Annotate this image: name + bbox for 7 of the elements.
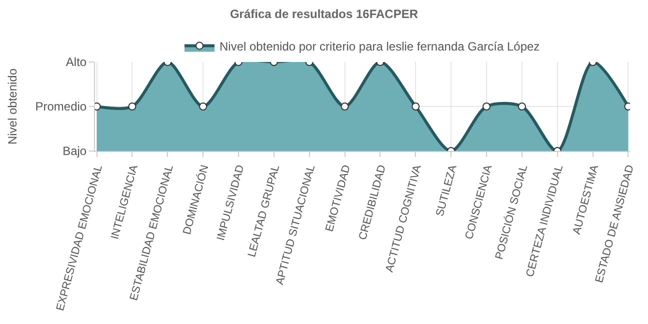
x-tick-label: LEALTAD GRUPAL: [246, 164, 282, 258]
legend-label: Nivel obtenido por criterio para leslie fernanda García López: [220, 39, 540, 54]
chart-title: Gráfica de resultados 16FACPER: [230, 7, 418, 22]
category-label: Bajo: [62, 144, 87, 158]
category-label: Promedio: [35, 100, 87, 114]
category-label: Alto: [66, 55, 87, 70]
y-axis-title: Nivel obtenido: [6, 68, 20, 145]
